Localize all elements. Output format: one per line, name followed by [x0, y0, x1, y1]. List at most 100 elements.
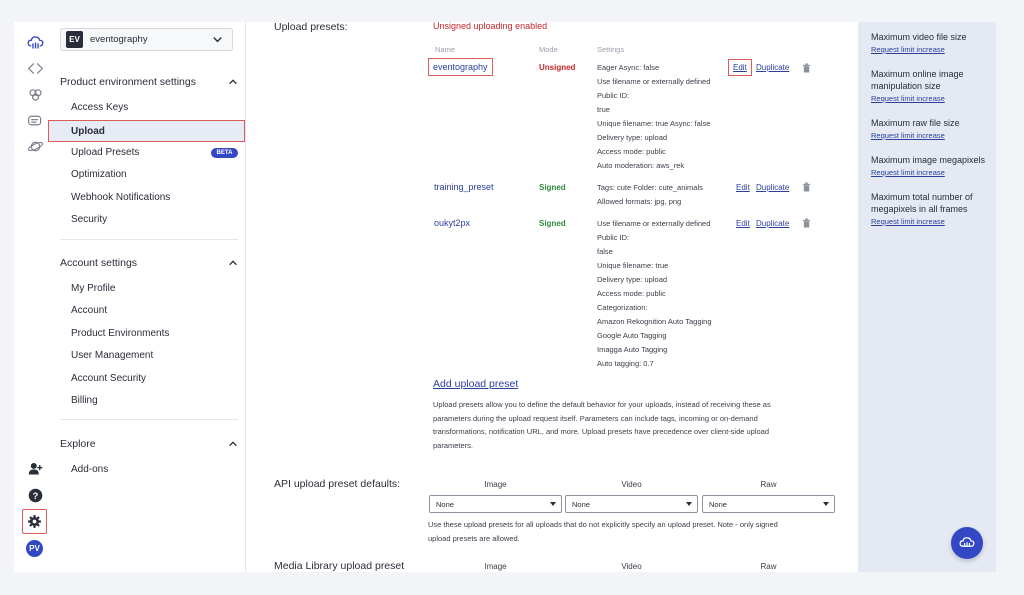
select-value: None — [436, 499, 454, 509]
sidebar-item-access-keys[interactable]: Access Keys — [71, 102, 129, 113]
edit-preset-button[interactable]: Edit — [728, 59, 752, 76]
sidebar-item-upload-presets[interactable]: Upload Presets — [71, 147, 140, 158]
add-upload-preset-link[interactable]: Add upload preset — [433, 378, 519, 390]
preset-name-oukyt2px[interactable]: oukyt2px — [434, 218, 471, 228]
environment-selector[interactable]: EV eventography — [60, 28, 233, 51]
edit-preset-button[interactable]: Edit — [736, 183, 750, 192]
column-header-name: Name — [435, 45, 456, 54]
beta-badge: BETA — [211, 148, 238, 158]
preset-setting: Imagga Auto Tagging — [597, 345, 668, 354]
explore-section-header[interactable]: Explore — [60, 438, 238, 450]
section-title: Product environment settings — [60, 76, 196, 88]
preset-setting: Google Auto Tagging — [597, 331, 667, 340]
help-line: Upload presets allow you to define the d… — [433, 400, 771, 409]
sidebar-item-webhook-notifications[interactable]: Webhook Notifications — [71, 192, 171, 203]
chevron-up-icon — [229, 260, 237, 266]
request-limit-increase-link[interactable]: Request limit increase — [871, 131, 945, 140]
preset-setting: Delivery type: upload — [597, 133, 668, 142]
media-library-image-header: Image — [484, 562, 507, 571]
product-settings-section-header[interactable]: Product environment settings — [60, 76, 238, 88]
preset-setting: Public ID: — [597, 91, 630, 100]
limit-title: Maximum raw file size — [871, 118, 960, 128]
preset-setting: Use filename or externally defined — [597, 219, 711, 228]
help-icon[interactable]: ? — [25, 485, 45, 505]
preset-name-training-preset[interactable]: training_preset — [434, 182, 494, 192]
trash-icon[interactable] — [802, 63, 811, 73]
help-line: parameters. — [433, 440, 474, 450]
sidebar-item-my-profile[interactable]: My Profile — [71, 283, 116, 294]
preset-setting: Tags: cute Folder: cute_animals — [597, 183, 703, 192]
api-default-image-select[interactable]: None — [429, 495, 562, 513]
preset-setting: Auto moderation: aws_rek — [597, 161, 685, 170]
request-limit-increase-link[interactable]: Request limit increase — [871, 45, 945, 54]
environment-badge: EV — [66, 31, 83, 48]
support-chat-button[interactable] — [951, 527, 983, 559]
integrations-icon[interactable] — [25, 136, 45, 156]
sidebar-item-upload[interactable]: Upload — [48, 120, 245, 142]
limit-title: Maximum total number of megapixels in al… — [871, 192, 973, 214]
user-avatar[interactable]: PV — [26, 540, 43, 557]
column-header-mode: Mode — [539, 45, 558, 54]
sidebar-item-account-security[interactable]: Account Security — [71, 373, 147, 384]
edit-preset-button[interactable]: Edit — [736, 219, 750, 228]
app-frame: ? PV EV eventography Product environment… — [14, 22, 996, 572]
preset-setting: Access mode: public — [597, 289, 666, 298]
sidebar-item-add-ons[interactable]: Add-ons — [71, 464, 109, 475]
section-title: Explore — [60, 438, 96, 450]
account-settings-section-header[interactable]: Account settings — [60, 257, 238, 269]
request-limit-increase-link[interactable]: Request limit increase — [871, 217, 945, 226]
select-value: None — [572, 499, 590, 509]
request-limit-increase-link[interactable]: Request limit increase — [871, 168, 945, 177]
api-default-raw-select[interactable]: None — [702, 495, 835, 513]
limit-title: Maximum image megapixels — [871, 155, 986, 165]
chevron-up-icon — [229, 79, 237, 85]
caret-down-icon — [686, 502, 692, 506]
help-line: transformations, notification URL, and m… — [433, 427, 770, 436]
api-default-video-header: Video — [621, 480, 642, 489]
trash-icon[interactable] — [802, 218, 811, 228]
account-limits-panel: Maximum video file size Request limit in… — [858, 22, 996, 572]
api-defaults-help-text: Use these upload presets for all uploads… — [428, 518, 828, 545]
cloudinary-logo-icon[interactable] — [25, 32, 45, 52]
preset-setting: Access mode: public — [597, 147, 666, 156]
section-title: Account settings — [60, 257, 138, 269]
preset-setting: Amazon Rekognition Auto Tagging — [597, 317, 712, 326]
preset-setting: Auto tagging: 0.7 — [597, 359, 654, 368]
duplicate-preset-button[interactable]: Duplicate — [756, 183, 790, 192]
select-value: None — [709, 499, 727, 509]
sidebar-item-billing[interactable]: Billing — [71, 395, 98, 406]
programmable-media-icon[interactable] — [25, 58, 45, 78]
settings-button[interactable] — [22, 509, 47, 534]
limit-title: Maximum video file size — [871, 32, 967, 42]
column-header-settings: Settings — [597, 45, 625, 54]
sidebar-divider — [60, 239, 238, 240]
duplicate-preset-button[interactable]: Duplicate — [756, 219, 790, 228]
unsigned-uploading-note: Unsigned uploading enabled — [433, 22, 548, 31]
duplicate-preset-button[interactable]: Duplicate — [756, 63, 790, 72]
upload-presets-label: Upload presets: — [274, 22, 348, 33]
sidebar-item-product-environments[interactable]: Product Environments — [71, 328, 170, 339]
invite-user-icon[interactable] — [25, 458, 45, 478]
video-icon[interactable] — [25, 110, 45, 130]
sidebar-item-security[interactable]: Security — [71, 214, 108, 225]
sidebar-item-optimization[interactable]: Optimization — [71, 169, 127, 180]
request-limit-increase-link[interactable]: Request limit increase — [871, 94, 945, 103]
chevron-up-icon — [229, 441, 237, 447]
limit-title: Maximum online image manipulation size — [871, 69, 964, 91]
preset-mode: Signed — [539, 183, 566, 192]
preset-mode: Signed — [539, 219, 566, 228]
api-default-image-header: Image — [484, 480, 507, 489]
preset-setting: Delivery type: upload — [597, 275, 668, 284]
trash-icon[interactable] — [802, 182, 811, 192]
preset-setting: Categorization: — [597, 303, 648, 312]
sidebar-item-account[interactable]: Account — [71, 305, 108, 316]
api-default-raw-header: Raw — [760, 480, 777, 489]
sidebar-divider — [60, 419, 238, 420]
sidebar-item-user-management[interactable]: User Management — [71, 350, 154, 361]
api-upload-defaults-label: API upload preset defaults: — [274, 478, 401, 490]
upload-presets-help-text: Upload presets allow you to define the d… — [433, 398, 818, 452]
preset-name-eventography[interactable]: eventography — [428, 58, 493, 76]
preset-setting: Allowed formats: jpg, png — [597, 197, 682, 206]
assets-icon[interactable] — [25, 84, 45, 104]
api-default-video-select[interactable]: None — [565, 495, 698, 513]
